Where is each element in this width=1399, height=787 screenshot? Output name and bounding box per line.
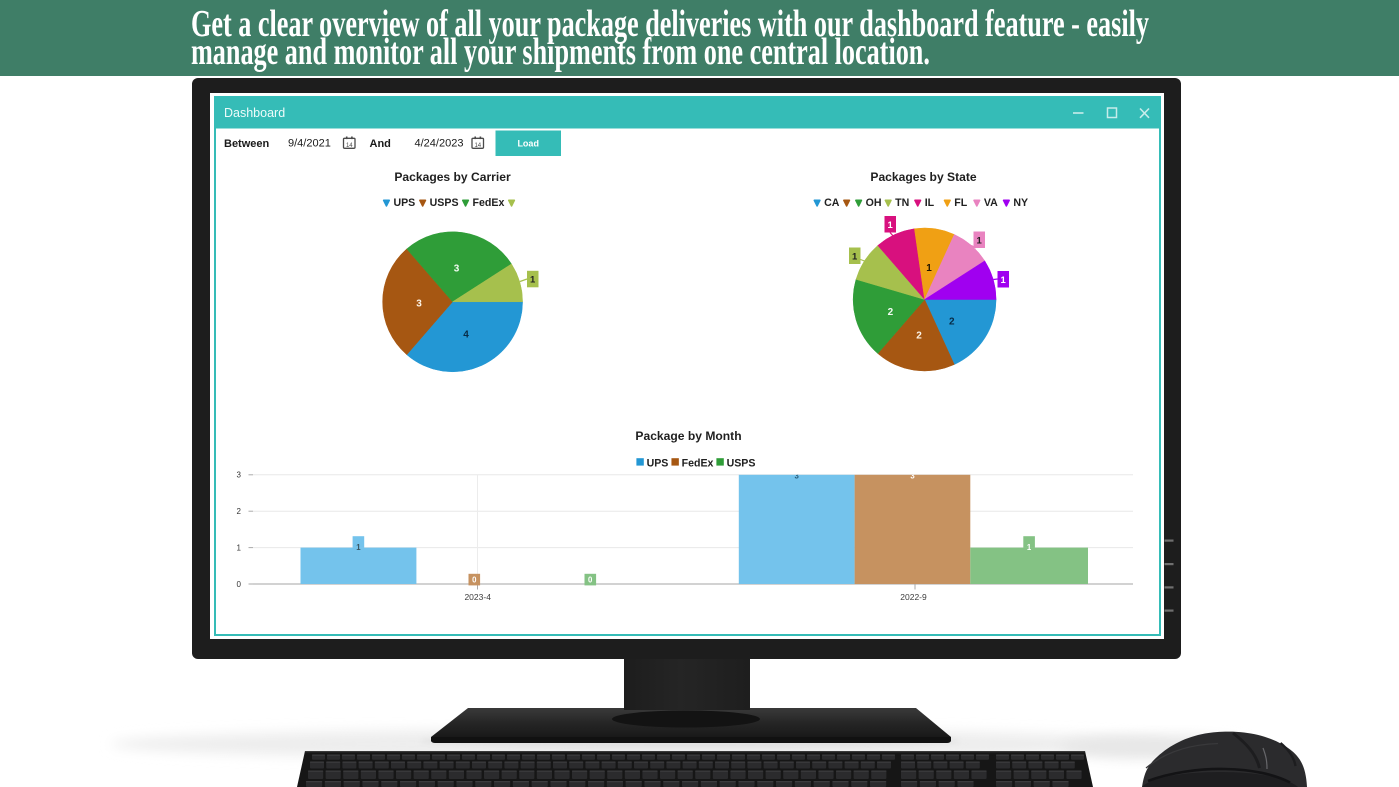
svg-text:Between: Between [224,138,270,150]
svg-text:CA: CA [824,197,840,209]
svg-text:4: 4 [463,330,469,341]
svg-text:OH: OH [866,197,882,209]
svg-text:1: 1 [530,275,536,286]
svg-text:USPS: USPS [430,197,459,209]
svg-text:14: 14 [474,143,481,149]
svg-text:FL: FL [954,197,967,209]
svg-text:UPS: UPS [393,197,415,209]
svg-text:9/4/2021: 9/4/2021 [288,138,331,150]
svg-text:2: 2 [237,507,242,516]
svg-text:0: 0 [472,576,477,585]
svg-text:1: 1 [237,543,242,552]
svg-text:3: 3 [795,472,800,481]
svg-text:Load: Load [517,139,539,149]
svg-text:1: 1 [977,235,983,246]
svg-text:1: 1 [852,251,858,262]
svg-text:VA: VA [984,197,998,209]
svg-text:And: And [370,138,391,150]
svg-text:0: 0 [588,576,593,585]
svg-text:1: 1 [356,543,361,552]
svg-text:Dashboard: Dashboard [224,106,285,120]
svg-text:1: 1 [1027,543,1032,552]
svg-text:UPS: UPS [647,457,669,469]
svg-text:14: 14 [346,143,353,149]
svg-text:1: 1 [1001,275,1007,286]
svg-text:FedEx: FedEx [682,457,714,469]
svg-text:2023-4: 2023-4 [464,592,491,602]
svg-text:TN: TN [895,197,909,209]
svg-text:Package by Month: Package by Month [635,429,741,443]
svg-text:IL: IL [925,197,935,209]
svg-text:3: 3 [454,264,460,275]
svg-text:1: 1 [926,263,932,274]
svg-text:0: 0 [237,580,242,589]
svg-text:Packages by Carrier: Packages by Carrier [394,170,511,184]
svg-text:NY: NY [1013,197,1028,209]
svg-text:FedEx: FedEx [473,197,505,209]
svg-text:Packages by State: Packages by State [870,170,976,184]
svg-text:3: 3 [416,299,422,310]
svg-text:2: 2 [949,317,955,328]
svg-text:4/24/2023: 4/24/2023 [415,138,464,150]
svg-text:2: 2 [916,331,922,342]
svg-text:3: 3 [910,472,915,481]
svg-text:2022-9: 2022-9 [900,592,927,602]
svg-text:2: 2 [888,307,894,318]
svg-text:USPS: USPS [727,457,756,469]
svg-text:1: 1 [888,220,894,231]
svg-text:3: 3 [237,471,242,480]
